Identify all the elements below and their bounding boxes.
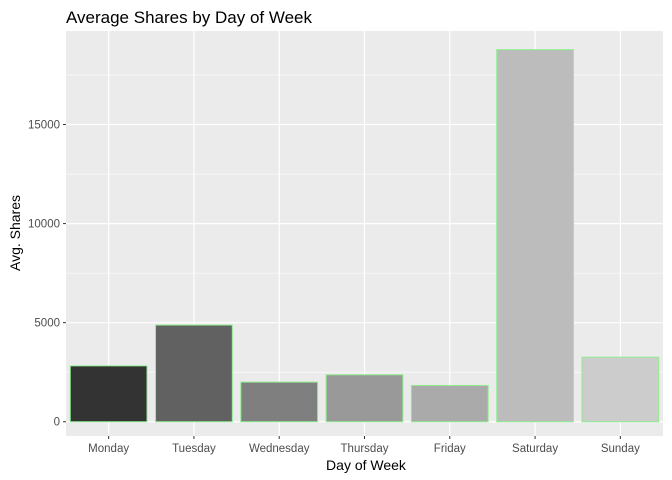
y-tick-label: 10000 — [28, 219, 60, 231]
bar-tuesday — [155, 324, 233, 423]
bars — [69, 49, 660, 423]
y-tick-label: 5000 — [34, 318, 60, 330]
y-tick-label: 15000 — [28, 120, 60, 132]
x-tick-label: Wednesday — [249, 443, 310, 455]
bar-monday — [69, 365, 148, 423]
y-axis-title: Avg. Shares — [7, 195, 23, 271]
bar-thursday — [325, 374, 404, 423]
x-tick-label: Tuesday — [172, 443, 216, 455]
x-tick-label: Saturday — [512, 443, 558, 455]
x-tick-label: Thursday — [341, 443, 389, 455]
x-axis-title: Day of Week — [326, 457, 407, 473]
x-tick-label: Monday — [88, 443, 129, 455]
y-tick-label: 0 — [54, 417, 60, 429]
bar-saturday — [496, 49, 574, 423]
chart-title: Average Shares by Day of Week — [66, 8, 313, 27]
x-tick-label: Sunday — [601, 443, 640, 455]
y-axis: 0 5000 10000 15000 — [28, 120, 66, 429]
bar-wednesday — [240, 381, 319, 423]
x-tick-label: Friday — [434, 443, 466, 455]
bar-sunday — [581, 356, 660, 423]
bar-friday — [410, 384, 489, 423]
x-axis: Monday Tuesday Wednesday Thursday Friday Satu… — [88, 436, 640, 455]
